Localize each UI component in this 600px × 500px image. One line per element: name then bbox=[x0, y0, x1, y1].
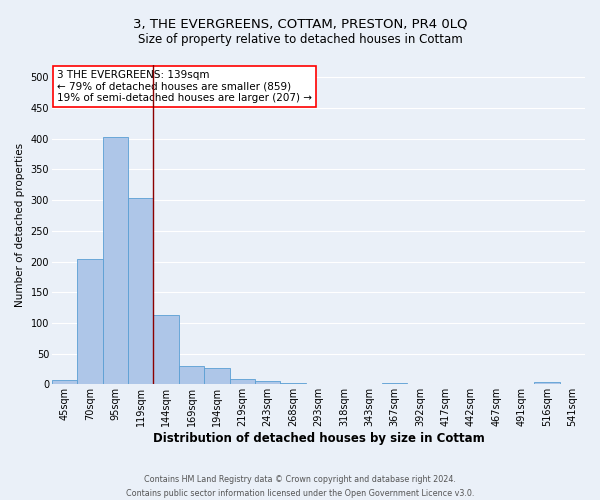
Text: 3 THE EVERGREENS: 139sqm
← 79% of detached houses are smaller (859)
19% of semi-: 3 THE EVERGREENS: 139sqm ← 79% of detach… bbox=[57, 70, 312, 103]
Bar bbox=[255, 380, 280, 384]
Text: Contains HM Land Registry data © Crown copyright and database right 2024.
Contai: Contains HM Land Registry data © Crown c… bbox=[126, 476, 474, 498]
Bar bbox=[128, 198, 154, 384]
Bar bbox=[52, 380, 77, 384]
Bar bbox=[230, 379, 255, 384]
X-axis label: Distribution of detached houses by size in Cottam: Distribution of detached houses by size … bbox=[152, 432, 484, 445]
Bar bbox=[204, 368, 230, 384]
Y-axis label: Number of detached properties: Number of detached properties bbox=[15, 142, 25, 307]
Text: 3, THE EVERGREENS, COTTAM, PRESTON, PR4 0LQ: 3, THE EVERGREENS, COTTAM, PRESTON, PR4 … bbox=[133, 18, 467, 30]
Bar bbox=[77, 259, 103, 384]
Text: Size of property relative to detached houses in Cottam: Size of property relative to detached ho… bbox=[137, 32, 463, 46]
Bar bbox=[534, 382, 560, 384]
Bar bbox=[103, 137, 128, 384]
Bar bbox=[382, 382, 407, 384]
Bar bbox=[154, 315, 179, 384]
Bar bbox=[280, 383, 306, 384]
Bar bbox=[179, 366, 204, 384]
